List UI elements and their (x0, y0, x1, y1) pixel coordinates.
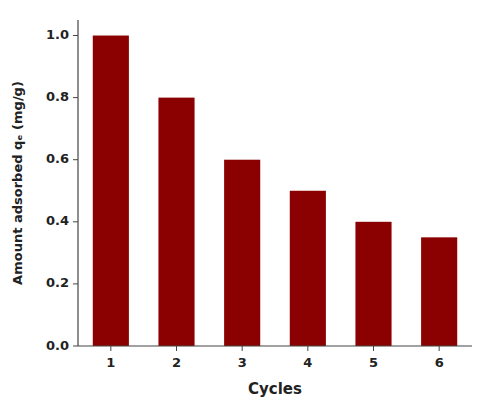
x-tick-label: 3 (238, 355, 247, 370)
y-tick (73, 346, 78, 347)
y-tick-label: 1.0 (46, 27, 69, 42)
x-tick (373, 346, 374, 351)
y-tick-label: 0.8 (46, 89, 69, 104)
x-axis-line (78, 345, 472, 346)
bar (421, 237, 457, 346)
bar (224, 160, 260, 346)
bar (290, 191, 326, 346)
bar (158, 98, 194, 346)
x-tick-label: 6 (435, 355, 444, 370)
x-tick-label: 2 (172, 355, 181, 370)
y-tick-label: 0.6 (46, 151, 69, 166)
chart: 0.0 0.2 0.4 0.6 0.8 1.0 1 2 3 4 5 6 Cycles Amount ads… (0, 0, 490, 408)
y-tick-label: 0.4 (46, 213, 69, 228)
bar (355, 222, 391, 346)
y-tick (73, 221, 78, 222)
x-tick-label: 4 (303, 355, 312, 370)
x-tick (110, 346, 111, 351)
y-tick-label: 0.2 (46, 275, 69, 290)
x-tick-label: 1 (106, 355, 115, 370)
y-tick (73, 35, 78, 36)
y-tick-label: 0.0 (46, 338, 69, 353)
x-tick-label: 5 (369, 355, 378, 370)
bar (93, 36, 129, 346)
y-tick (73, 283, 78, 284)
y-axis: 0.0 0.2 0.4 0.6 0.8 1.0 (46, 27, 78, 352)
chart-container: 0.0 0.2 0.4 0.6 0.8 1.0 1 2 3 4 5 6 Cycles Amount ads… (0, 0, 490, 408)
x-tick (176, 346, 177, 351)
y-tick (73, 97, 78, 98)
x-tick (242, 346, 243, 351)
bars (93, 36, 457, 346)
x-axis: 1 2 3 4 5 6 (106, 346, 443, 370)
y-axis-label: Amount adsorbed qₑ (mg/g) (10, 81, 25, 285)
x-tick (307, 346, 308, 351)
x-axis-label: Cycles (248, 380, 302, 398)
y-axis-line (77, 20, 78, 346)
y-tick (73, 159, 78, 160)
x-tick (439, 346, 440, 351)
